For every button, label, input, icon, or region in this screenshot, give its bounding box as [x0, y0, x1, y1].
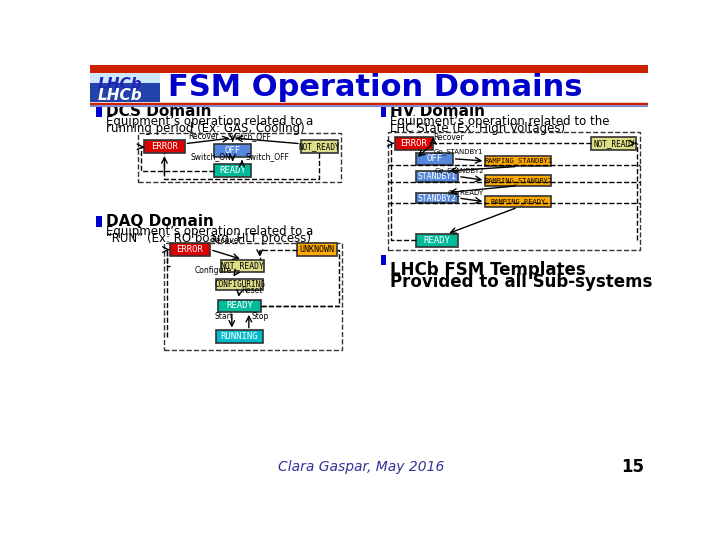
- Bar: [216, 330, 263, 343]
- Text: ERROR: ERROR: [400, 139, 428, 148]
- Text: DCS Domain: DCS Domain: [106, 104, 211, 119]
- Text: Reset: Reset: [241, 286, 263, 295]
- Text: READY: READY: [226, 301, 253, 310]
- Text: ERROR: ERROR: [176, 245, 204, 254]
- Bar: [163, 244, 342, 350]
- Bar: [485, 197, 551, 207]
- Bar: [90, 65, 160, 102]
- Text: Start: Start: [215, 312, 234, 321]
- Bar: [90, 83, 160, 102]
- Text: Clara Gaspar, May 2016: Clara Gaspar, May 2016: [278, 460, 444, 474]
- Bar: [138, 133, 341, 182]
- Bar: [415, 153, 453, 165]
- Bar: [216, 279, 263, 291]
- Text: 15: 15: [621, 458, 644, 476]
- Text: OFF: OFF: [426, 154, 442, 163]
- Bar: [395, 137, 433, 150]
- Text: Switch_OFF: Switch_OFF: [228, 132, 271, 141]
- Text: LHCb FSM Templates: LHCb FSM Templates: [390, 261, 585, 279]
- Text: Equipment’s operation related to a: Equipment’s operation related to a: [106, 114, 312, 127]
- Text: NOT_READY: NOT_READY: [221, 261, 265, 270]
- Text: LHCb: LHCb: [98, 77, 143, 92]
- Text: UNKNOWN: UNKNOWN: [300, 245, 335, 254]
- Text: STANDBY1: STANDBY1: [418, 172, 456, 181]
- Text: Go_STANDBY1: Go_STANDBY1: [434, 148, 484, 155]
- Bar: [415, 234, 458, 247]
- Bar: [218, 300, 261, 312]
- Bar: [214, 164, 251, 177]
- Bar: [388, 132, 640, 249]
- Text: Stop: Stop: [251, 312, 269, 321]
- Text: READY: READY: [423, 236, 450, 245]
- Text: OFF: OFF: [225, 146, 240, 155]
- Text: Equipment’s operation related to a: Equipment’s operation related to a: [106, 225, 312, 238]
- Text: Recover: Recover: [433, 133, 464, 142]
- Bar: [90, 65, 648, 72]
- Bar: [415, 193, 458, 204]
- Bar: [591, 137, 636, 150]
- Text: FSM Operation Domains: FSM Operation Domains: [168, 72, 582, 102]
- Text: Configure: Configure: [194, 266, 232, 275]
- Bar: [415, 171, 458, 182]
- Bar: [221, 260, 264, 272]
- Text: READY: READY: [219, 166, 246, 175]
- Bar: [96, 107, 102, 117]
- Text: HV Domain: HV Domain: [390, 104, 485, 119]
- Text: Go_READY: Go_READY: [448, 189, 484, 195]
- Bar: [214, 144, 251, 157]
- Text: LHC State (Ex: High Voltages): LHC State (Ex: High Voltages): [390, 122, 565, 135]
- Text: Provided to all Sub-systems: Provided to all Sub-systems: [390, 273, 652, 291]
- Text: Switch_ON: Switch_ON: [191, 152, 232, 161]
- Text: LHCb: LHCb: [98, 88, 143, 103]
- Text: NOT_READY: NOT_READY: [593, 139, 635, 148]
- Text: CONFIGURING: CONFIGURING: [214, 280, 265, 289]
- Bar: [297, 244, 337, 256]
- Text: Go_STANDBY2: Go_STANDBY2: [434, 167, 484, 174]
- Text: DAQ Domain: DAQ Domain: [106, 214, 213, 228]
- Text: STANDBY2: STANDBY2: [418, 193, 456, 202]
- Text: Recover: Recover: [189, 132, 219, 141]
- Bar: [381, 255, 386, 265]
- Text: Switch_OFF: Switch_OFF: [245, 152, 289, 161]
- Bar: [381, 107, 386, 117]
- Text: RAMPING_READY: RAMPING_READY: [490, 199, 546, 205]
- Text: RUNNING: RUNNING: [221, 332, 258, 341]
- Bar: [144, 140, 184, 153]
- Text: running period (Ex: GAS, Cooling): running period (Ex: GAS, Cooling): [106, 122, 305, 135]
- Text: ERROR: ERROR: [151, 143, 178, 151]
- Bar: [96, 217, 102, 226]
- Text: “RUN” (Ex: RO board, HLT process): “RUN” (Ex: RO board, HLT process): [106, 232, 310, 245]
- Bar: [485, 156, 551, 166]
- Bar: [485, 175, 551, 186]
- Bar: [170, 244, 210, 256]
- Text: NOT_READY: NOT_READY: [299, 143, 341, 151]
- Text: RAMPING_STANDBY2: RAMPING_STANDBY2: [484, 177, 552, 184]
- Text: Recover: Recover: [211, 236, 242, 245]
- Text: Equipment’s operation related to the: Equipment’s operation related to the: [390, 114, 609, 127]
- Text: RAMPING_STANDBY1: RAMPING_STANDBY1: [484, 158, 552, 164]
- Bar: [301, 140, 338, 153]
